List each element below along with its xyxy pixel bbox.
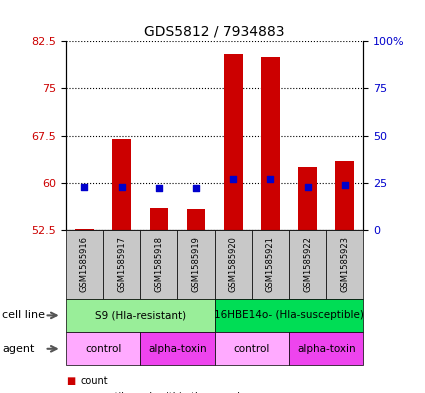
Point <box>118 184 125 190</box>
Text: percentile rank within the sample: percentile rank within the sample <box>81 392 246 393</box>
Bar <box>187 209 205 230</box>
Bar <box>112 139 131 230</box>
Text: GSM1585917: GSM1585917 <box>117 236 126 292</box>
Text: GSM1585919: GSM1585919 <box>192 236 201 292</box>
Text: control: control <box>234 344 270 354</box>
Text: ■: ■ <box>66 376 75 386</box>
Text: alpha-toxin: alpha-toxin <box>148 344 207 354</box>
Text: GSM1585918: GSM1585918 <box>154 236 163 292</box>
Point <box>304 184 311 190</box>
Text: GSM1585921: GSM1585921 <box>266 236 275 292</box>
Text: cell line: cell line <box>2 310 45 320</box>
Point <box>156 185 162 191</box>
Text: alpha-toxin: alpha-toxin <box>297 344 355 354</box>
Text: GSM1585923: GSM1585923 <box>340 236 349 292</box>
Text: S9 (Hla-resistant): S9 (Hla-resistant) <box>95 310 186 320</box>
Title: GDS5812 / 7934883: GDS5812 / 7934883 <box>144 25 285 39</box>
Text: count: count <box>81 376 108 386</box>
Point <box>193 185 199 191</box>
Text: GSM1585920: GSM1585920 <box>229 236 238 292</box>
Text: GSM1585916: GSM1585916 <box>80 236 89 292</box>
Point <box>267 176 274 182</box>
Bar <box>335 161 354 230</box>
Point <box>341 182 348 188</box>
Text: GSM1585922: GSM1585922 <box>303 236 312 292</box>
Bar <box>150 208 168 230</box>
Bar <box>298 167 317 230</box>
Text: control: control <box>85 344 121 354</box>
Text: 16HBE14o- (Hla-susceptible): 16HBE14o- (Hla-susceptible) <box>214 310 364 320</box>
Text: ■: ■ <box>66 392 75 393</box>
Point <box>230 176 237 182</box>
Bar <box>224 54 243 230</box>
Text: agent: agent <box>2 344 34 354</box>
Point <box>81 184 88 190</box>
Bar <box>75 229 94 230</box>
Bar <box>261 57 280 230</box>
